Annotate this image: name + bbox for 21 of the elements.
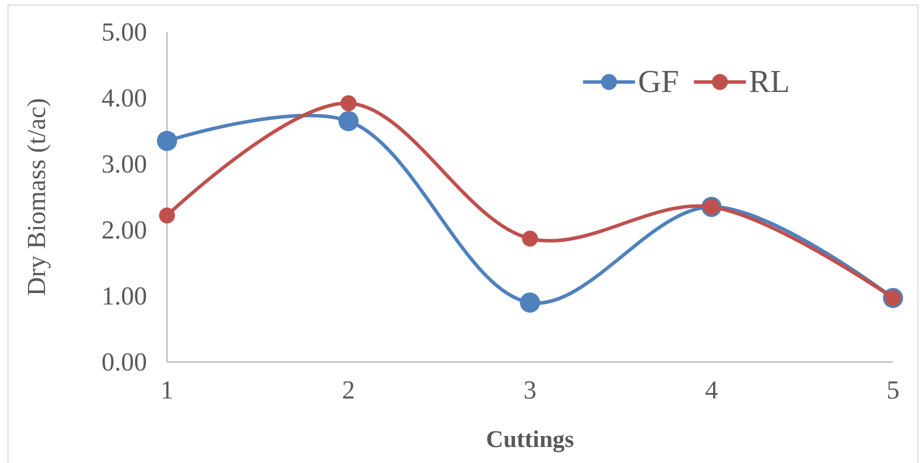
legend-label: GF: [638, 63, 679, 99]
y-tick-label: 5.00: [102, 17, 147, 46]
point: [520, 292, 540, 313]
x-tick-label: 5: [886, 375, 900, 404]
x-tick-label: 2: [342, 375, 355, 404]
y-tick-label: 3.00: [102, 149, 147, 178]
point: [522, 230, 538, 247]
y-axis-title: Dry Biomass (t/ac): [22, 98, 51, 296]
x-tick-label: 4: [705, 375, 718, 404]
point: [159, 208, 175, 224]
x-axis-title: Cuttings: [486, 427, 574, 453]
y-tick-label: 1.00: [102, 281, 147, 310]
y-tick-label: 0.00: [102, 347, 147, 376]
y-tick-label: 4.00: [102, 83, 147, 112]
point: [338, 111, 359, 132]
legend-label: RL: [748, 63, 790, 99]
y-tick-label: 2.00: [102, 215, 147, 244]
point: [156, 130, 178, 151]
x-tick-label: 3: [524, 375, 536, 404]
x-tick-label: 1: [160, 375, 174, 404]
point: [340, 95, 356, 112]
